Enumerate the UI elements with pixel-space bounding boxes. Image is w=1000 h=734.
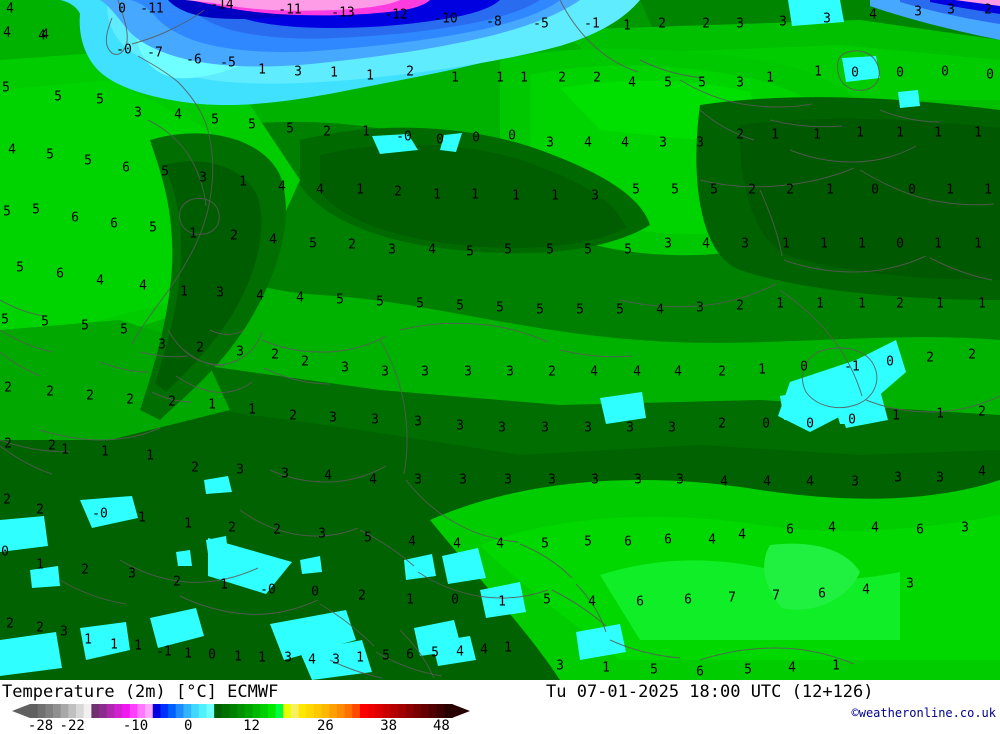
colorbar-swatch bbox=[160, 704, 169, 718]
colorbar-swatch bbox=[99, 704, 108, 718]
colorbar-tick-label: 12 bbox=[243, 718, 260, 734]
temperature-contour-map[interactable]: 4 4 0 -11 -14 -11 -13 -12 -10 -8 -5 -1 1 2 2 3 3 3 4 3 3 2 4 4-… bbox=[0, 0, 1000, 680]
copyright-notice: ©weatheronline.co.uk bbox=[851, 706, 997, 720]
colorbar-swatch bbox=[68, 704, 77, 718]
colorbar-swatch bbox=[421, 704, 430, 718]
colorbar-swatch bbox=[275, 704, 284, 718]
colorbar-swatch bbox=[45, 704, 54, 718]
colorbar-tick-label: -28 bbox=[27, 718, 54, 734]
map-footer: Temperature (2m) [°C] ECMWF Tu 07-01-202… bbox=[0, 680, 1000, 734]
colorbar-swatch bbox=[198, 704, 208, 718]
colorbar-tick-label: 26 bbox=[316, 718, 334, 734]
colorbar-tick-label: 38 bbox=[380, 718, 398, 734]
colorbar-swatch bbox=[175, 704, 185, 718]
colorbar-tick-label: 0 bbox=[184, 718, 193, 734]
colorbar-tick-label: 48 bbox=[433, 718, 450, 734]
colorbar-swatch bbox=[336, 704, 346, 718]
colorbar-swatch bbox=[244, 704, 254, 718]
colorbar-swatch bbox=[283, 704, 292, 718]
colorbar-swatch bbox=[367, 704, 376, 718]
colorbar-swatch bbox=[436, 704, 445, 718]
colorbar-swatch bbox=[53, 704, 62, 718]
colorbar-swatch bbox=[206, 704, 215, 718]
colorbar-swatches bbox=[12, 704, 470, 718]
cyan-cold-pockets bbox=[0, 0, 920, 680]
colorbar-swatch bbox=[214, 704, 223, 718]
colorbar-swatch bbox=[137, 704, 146, 718]
colorbar-swatch bbox=[191, 704, 200, 718]
colorbar-swatch bbox=[37, 704, 46, 718]
colorbar-swatch bbox=[129, 704, 139, 718]
colorbar-tick-label: -10 bbox=[122, 718, 149, 734]
colorbar-swatch bbox=[375, 704, 384, 718]
colorbar-swatch bbox=[221, 704, 231, 718]
colorbar-swatch bbox=[329, 704, 338, 718]
colorbar-swatch bbox=[229, 704, 238, 718]
colorbar-swatch bbox=[30, 704, 39, 718]
temperature-colorbar[interactable]: -28 -22 -10 0 12 26 38 48 bbox=[0, 703, 500, 734]
map-contour-layer bbox=[0, 0, 1000, 680]
colorbar-swatch bbox=[114, 704, 123, 718]
colorbar-swatch bbox=[152, 704, 162, 718]
colorbar-swatch bbox=[405, 704, 415, 718]
colorbar-swatch bbox=[390, 704, 399, 718]
colorbar-left-arrow bbox=[12, 704, 30, 718]
colorbar-tick-label: -22 bbox=[59, 718, 85, 734]
colorbar-swatch bbox=[321, 704, 330, 718]
colorbar-swatch bbox=[313, 704, 323, 718]
colorbar-swatch bbox=[444, 704, 453, 718]
colorbar-swatch bbox=[306, 704, 315, 718]
colorbar-swatch bbox=[252, 704, 261, 718]
colorbar-swatch bbox=[398, 704, 407, 718]
page-title: Temperature (2m) [°C] ECMWF bbox=[2, 682, 279, 702]
colorbar-swatch bbox=[413, 704, 422, 718]
colorbar-swatch bbox=[122, 704, 131, 718]
model-run-timestamp: Tu 07-01-2025 18:00 UTC (12+126) bbox=[546, 682, 874, 702]
colorbar-swatch bbox=[83, 704, 92, 718]
colorbar-swatch bbox=[91, 704, 100, 718]
colorbar-swatch bbox=[267, 704, 277, 718]
colorbar-swatch bbox=[290, 704, 300, 718]
colorbar-swatch bbox=[145, 704, 154, 718]
coastline-border-layer bbox=[0, 0, 1000, 679]
colorbar-swatch bbox=[168, 704, 177, 718]
colorbar-swatch bbox=[76, 704, 85, 718]
colorbar-swatch bbox=[260, 704, 269, 718]
colorbar-swatch bbox=[359, 704, 369, 718]
colorbar-swatch bbox=[106, 704, 115, 718]
colorbar-swatch bbox=[344, 704, 353, 718]
colorbar-swatch bbox=[352, 704, 361, 718]
colorbar-right-arrow bbox=[452, 704, 470, 718]
colorbar-swatch bbox=[60, 704, 69, 718]
colorbar-swatch bbox=[382, 704, 392, 718]
colorbar-swatch bbox=[428, 704, 438, 718]
colorbar-swatch bbox=[183, 704, 192, 718]
colorbar-swatch bbox=[237, 704, 246, 718]
colorbar-swatch bbox=[298, 704, 307, 718]
